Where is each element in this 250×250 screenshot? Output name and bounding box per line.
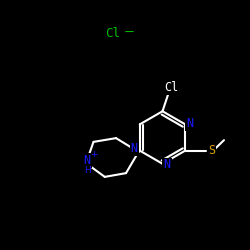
- Text: −: −: [123, 26, 134, 38]
- Text: N: N: [130, 142, 138, 155]
- Text: N: N: [186, 116, 193, 130]
- Text: Cl: Cl: [105, 27, 120, 40]
- Text: +: +: [90, 150, 98, 159]
- Text: S: S: [208, 144, 215, 157]
- Text: N: N: [84, 154, 91, 167]
- Text: H: H: [84, 166, 91, 175]
- Text: N: N: [164, 158, 170, 172]
- Text: Cl: Cl: [164, 81, 178, 94]
